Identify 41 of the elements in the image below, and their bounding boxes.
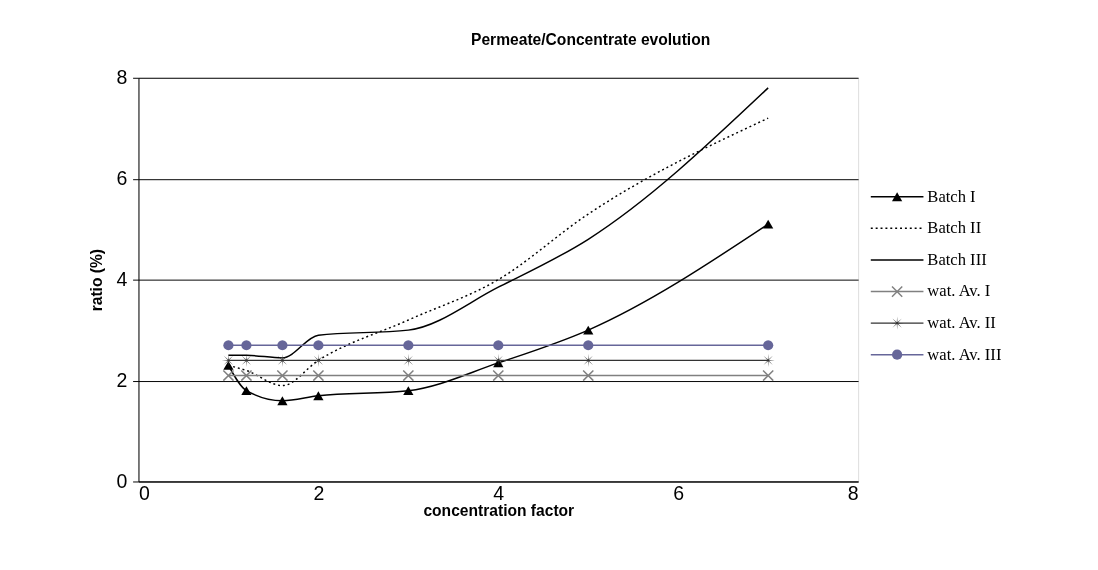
point xyxy=(223,340,234,351)
point xyxy=(493,340,504,351)
point xyxy=(312,369,325,382)
point xyxy=(277,396,288,406)
legend-label: wat. Av. III xyxy=(927,344,1002,364)
point xyxy=(403,340,414,351)
point xyxy=(763,219,774,229)
y-tick-label: 2 xyxy=(116,368,128,391)
y-tick-label: 6 xyxy=(116,167,128,190)
point xyxy=(583,325,594,335)
legend-label: Batch II xyxy=(927,218,982,238)
chart-title: Permeate/Concentrate evolution xyxy=(471,31,711,49)
point xyxy=(241,340,252,351)
y-axis-title: ratio (%) xyxy=(87,248,105,312)
legend-label: Batch I xyxy=(927,186,976,206)
point xyxy=(277,340,288,351)
point xyxy=(276,369,289,382)
point xyxy=(403,386,414,396)
x-tick-label: 6 xyxy=(673,481,685,504)
point xyxy=(492,369,505,382)
point xyxy=(313,391,324,401)
point xyxy=(762,369,774,382)
point xyxy=(223,361,234,370)
point xyxy=(313,340,324,351)
point xyxy=(583,340,594,351)
x-tick-label: 4 xyxy=(493,481,505,504)
x-tick-label: 8 xyxy=(847,481,859,504)
y-tick-label: 8 xyxy=(116,66,128,89)
legend-label: wat. Av. I xyxy=(927,281,991,301)
y-tick-label: 4 xyxy=(116,267,128,290)
point xyxy=(582,369,595,382)
point xyxy=(241,386,252,396)
legend-label: wat. Av. II xyxy=(927,313,996,333)
point xyxy=(763,340,774,351)
point xyxy=(240,369,253,382)
legend-label: Batch III xyxy=(927,249,987,269)
point xyxy=(402,369,415,382)
point xyxy=(222,369,235,382)
x-tick-label: 2 xyxy=(313,481,325,504)
x-axis-title: concentration factor xyxy=(423,502,575,520)
x-tick-label: 0 xyxy=(138,481,150,504)
